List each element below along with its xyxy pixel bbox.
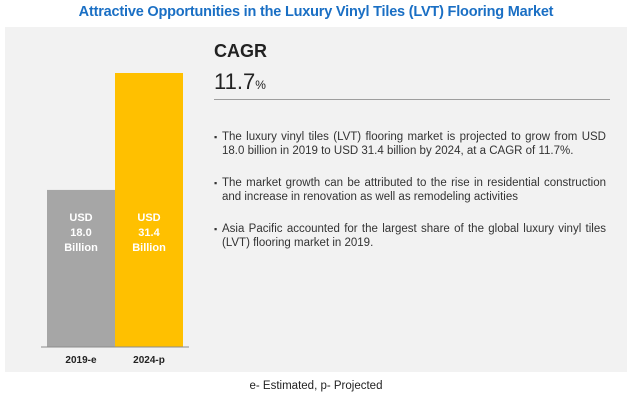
bar-chart: USD 18.0 Billion 2019-e USD 31.4 Billion 2024-p	[5, 27, 205, 372]
bar-value-label: USD	[69, 212, 92, 224]
cagr-value: 11.7%	[214, 69, 266, 95]
bullet-list: ▪ The luxury vinyl tiles (LVT) flooring m…	[214, 130, 606, 268]
bullet-item: ▪ Asia Pacific accounted for the largest …	[214, 222, 606, 250]
bar-2019-e	[47, 189, 115, 347]
cagr-label: CAGR	[214, 41, 267, 61]
footnote: e- Estimated, p- Projected	[249, 380, 383, 392]
bar-value-label: USD	[137, 212, 160, 224]
bullet-icon: ▪	[214, 178, 218, 188]
bullet-icon: ▪	[214, 132, 218, 142]
bullet-item: ▪ The luxury vinyl tiles (LVT) flooring m…	[214, 130, 606, 158]
x-tick-label: 2024-p	[133, 355, 165, 366]
bar-value-label: Billion	[132, 242, 166, 254]
page-title: Attractive Opportunities in the Luxury V…	[78, 4, 554, 20]
cagr-number: 11.7	[214, 69, 256, 94]
bullet-item: ▪ The market growth can be attributed to …	[214, 176, 606, 204]
cagr-unit: %	[255, 78, 266, 92]
bar-value-label: Billion	[64, 242, 98, 254]
bar-chart-svg: USD 18.0 Billion 2019-e USD 31.4 Billion 2024-p	[41, 73, 189, 366]
divider	[214, 99, 610, 100]
bar-2024-p	[115, 73, 183, 347]
content-panel: USD 18.0 Billion 2019-e USD 31.4 Billion 2024-p…	[5, 27, 627, 372]
bullet-text: Asia Pacific accounted for the largest s…	[222, 223, 606, 249]
bar-value-label: 31.4	[138, 227, 160, 239]
bullet-icon: ▪	[214, 224, 218, 234]
x-tick-label: 2019-e	[65, 355, 97, 366]
bullet-text: The market growth can be attributed to t…	[222, 177, 606, 203]
bullet-text: The luxury vinyl tiles (LVT) flooring ma…	[222, 131, 606, 157]
bar-value-label: 18.0	[70, 227, 91, 239]
